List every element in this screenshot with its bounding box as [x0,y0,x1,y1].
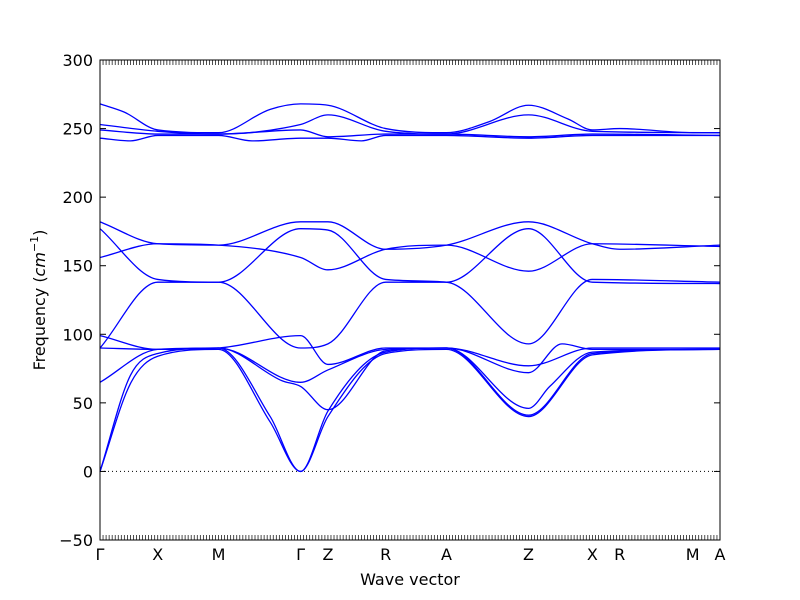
x-tick-label: Γ [96,545,105,564]
x-tick-label: A [715,545,726,564]
x-tick-label: Γ [296,545,305,564]
band-line-8 [99,228,721,349]
x-tick-label: Z [322,545,333,564]
x-tick-label: R [614,545,625,564]
x-tick-label: X [587,545,598,564]
y-axis-label-unit: cm [30,252,49,276]
y-tick-label: 50 [73,394,93,413]
band-line-12 [99,347,721,473]
y-tick-label: 150 [62,257,93,276]
series-layer [99,103,721,473]
y-axis-label-paren-open: ( [30,276,49,287]
y-axis-label-paren-close: ) [30,230,49,236]
band-line-13 [99,348,721,473]
x-tick-label: R [380,545,391,564]
x-tick-label: Z [523,545,534,564]
plot-area [100,60,720,540]
x-tick-label: X [152,545,163,564]
y-tick-label: 0 [83,462,93,481]
x-tick-label: M [212,545,226,564]
y-axis-label-text: Frequency [30,288,49,371]
y-tick-label: 200 [62,188,93,207]
x-tick-label: M [686,545,700,564]
y-axis-label: Frequency (cm−1) [28,230,49,371]
band-line-4 [99,134,720,142]
y-tick-label: 250 [62,120,93,139]
y-tick-label: −50 [59,531,93,550]
x-axis-label: Wave vector [360,570,460,589]
band-line-1 [99,103,720,134]
band-line-3 [99,129,721,138]
y-tick-label: 100 [62,325,93,344]
plot-frame [99,59,721,541]
x-tick-label: A [441,545,452,564]
plot-background [100,60,720,540]
y-tick-label: 300 [62,51,93,70]
plot-border [99,59,721,541]
y-axis-label-unit-exp: −1 [28,236,41,252]
band-line-7 [99,243,721,272]
